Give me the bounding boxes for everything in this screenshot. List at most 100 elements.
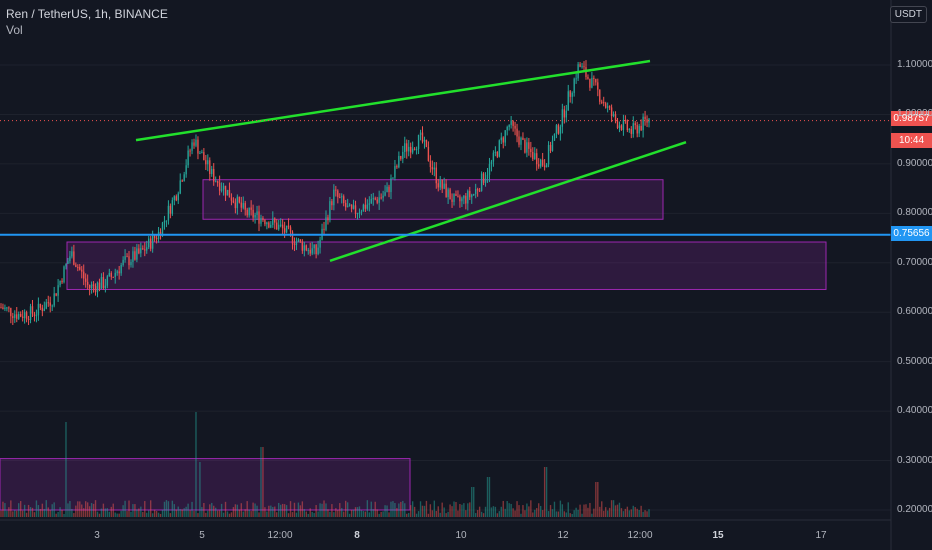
candle-body [90, 284, 93, 289]
y-tick-label: 0.50000 [897, 355, 932, 367]
volume-bar [25, 512, 28, 517]
current-price-tag: 0.98757 [891, 111, 932, 126]
volume-bar [132, 504, 134, 517]
candle-body [262, 217, 264, 221]
symbol-title[interactable]: Ren / TetherUS, 1h, BINANCE [6, 7, 168, 21]
volume-bar [144, 501, 146, 517]
volume-bar [289, 501, 292, 517]
currency-selector[interactable]: USDT [889, 6, 927, 23]
volume-bar [510, 503, 512, 517]
volume-bar [494, 506, 497, 517]
candle-body [532, 152, 534, 160]
volume-bar [384, 505, 386, 517]
volume-bar [378, 513, 380, 517]
volume-bar [98, 513, 101, 517]
volume-bar [232, 507, 235, 517]
volume-bar [177, 506, 179, 517]
candle-body [423, 139, 426, 142]
candle-body [358, 212, 361, 214]
volume-bar [638, 510, 640, 517]
volume-bar [234, 504, 237, 517]
candle-body [518, 136, 520, 145]
volume-bar [492, 506, 495, 517]
candle-body [118, 271, 120, 274]
volume-bar [90, 503, 93, 517]
volume-bar [386, 505, 388, 517]
candle-body [368, 203, 371, 205]
candle-body [632, 123, 634, 134]
volume-bar [209, 504, 211, 517]
volume-bar [545, 467, 548, 517]
candle-body [10, 308, 12, 317]
candle-body [484, 178, 487, 183]
candle-body [43, 308, 46, 312]
volume-bar [220, 503, 223, 517]
volume-indicator-label[interactable]: Vol [6, 23, 23, 37]
volume-bar [526, 503, 528, 517]
candle-body [559, 126, 562, 134]
volume-bar [100, 508, 103, 517]
volume-bar [301, 501, 304, 517]
volume-bar [488, 477, 491, 517]
candle-body [191, 142, 193, 151]
candle-body [628, 129, 631, 131]
candle-body [161, 222, 164, 237]
volume-bar [311, 511, 313, 517]
volume-bar [380, 511, 382, 517]
volume-bar [254, 503, 256, 517]
candle-body [151, 235, 154, 249]
candle-body [301, 241, 304, 251]
candle-body [126, 256, 128, 258]
volume-bar [417, 511, 420, 517]
countdown-tag: 10:44 [891, 133, 932, 148]
volume-bar [406, 513, 408, 517]
volume-bar [96, 511, 99, 517]
candle-body [603, 102, 605, 104]
candle-body [274, 218, 276, 223]
candle-body [536, 153, 538, 165]
volume-bar [211, 502, 213, 517]
candle-body [526, 142, 528, 153]
candle-body [281, 224, 284, 229]
candle-body [0, 307, 2, 309]
candle-body [132, 251, 134, 262]
candle-body [390, 178, 392, 193]
candle-body [155, 238, 158, 240]
candle-body [551, 140, 554, 151]
volume-bar [559, 500, 562, 517]
candle-body [144, 249, 146, 251]
candle-body [69, 256, 71, 262]
x-tick-label: 12 [557, 530, 569, 541]
candle-body [279, 224, 282, 226]
candle-body [218, 182, 221, 191]
volume-bar [532, 512, 534, 517]
candle-body [189, 150, 191, 152]
candle-body [149, 238, 152, 249]
candle-body [344, 202, 347, 208]
volume-bar [632, 505, 634, 517]
volume-bar [636, 508, 638, 517]
volume-bar [534, 509, 536, 517]
candle-body [587, 77, 589, 79]
lower-support-trendline [329, 140, 687, 262]
volume-bar [538, 503, 540, 517]
candle-body [2, 307, 4, 309]
candle-body [492, 152, 495, 162]
candle-body [323, 228, 325, 230]
candle-body [573, 78, 575, 93]
candle-body [211, 168, 213, 174]
candle-body [506, 127, 508, 131]
candle-body [520, 137, 522, 145]
candle-body [254, 214, 256, 218]
volume-bar [4, 503, 6, 517]
volume-bar [287, 513, 290, 517]
candle-body [431, 167, 434, 170]
candle-body [228, 189, 231, 198]
candle-body [96, 282, 99, 293]
candle-body [445, 183, 447, 198]
candle-body [555, 125, 558, 134]
volume-bar [439, 512, 441, 517]
candle-body [313, 244, 315, 249]
volume-bar [75, 505, 77, 517]
